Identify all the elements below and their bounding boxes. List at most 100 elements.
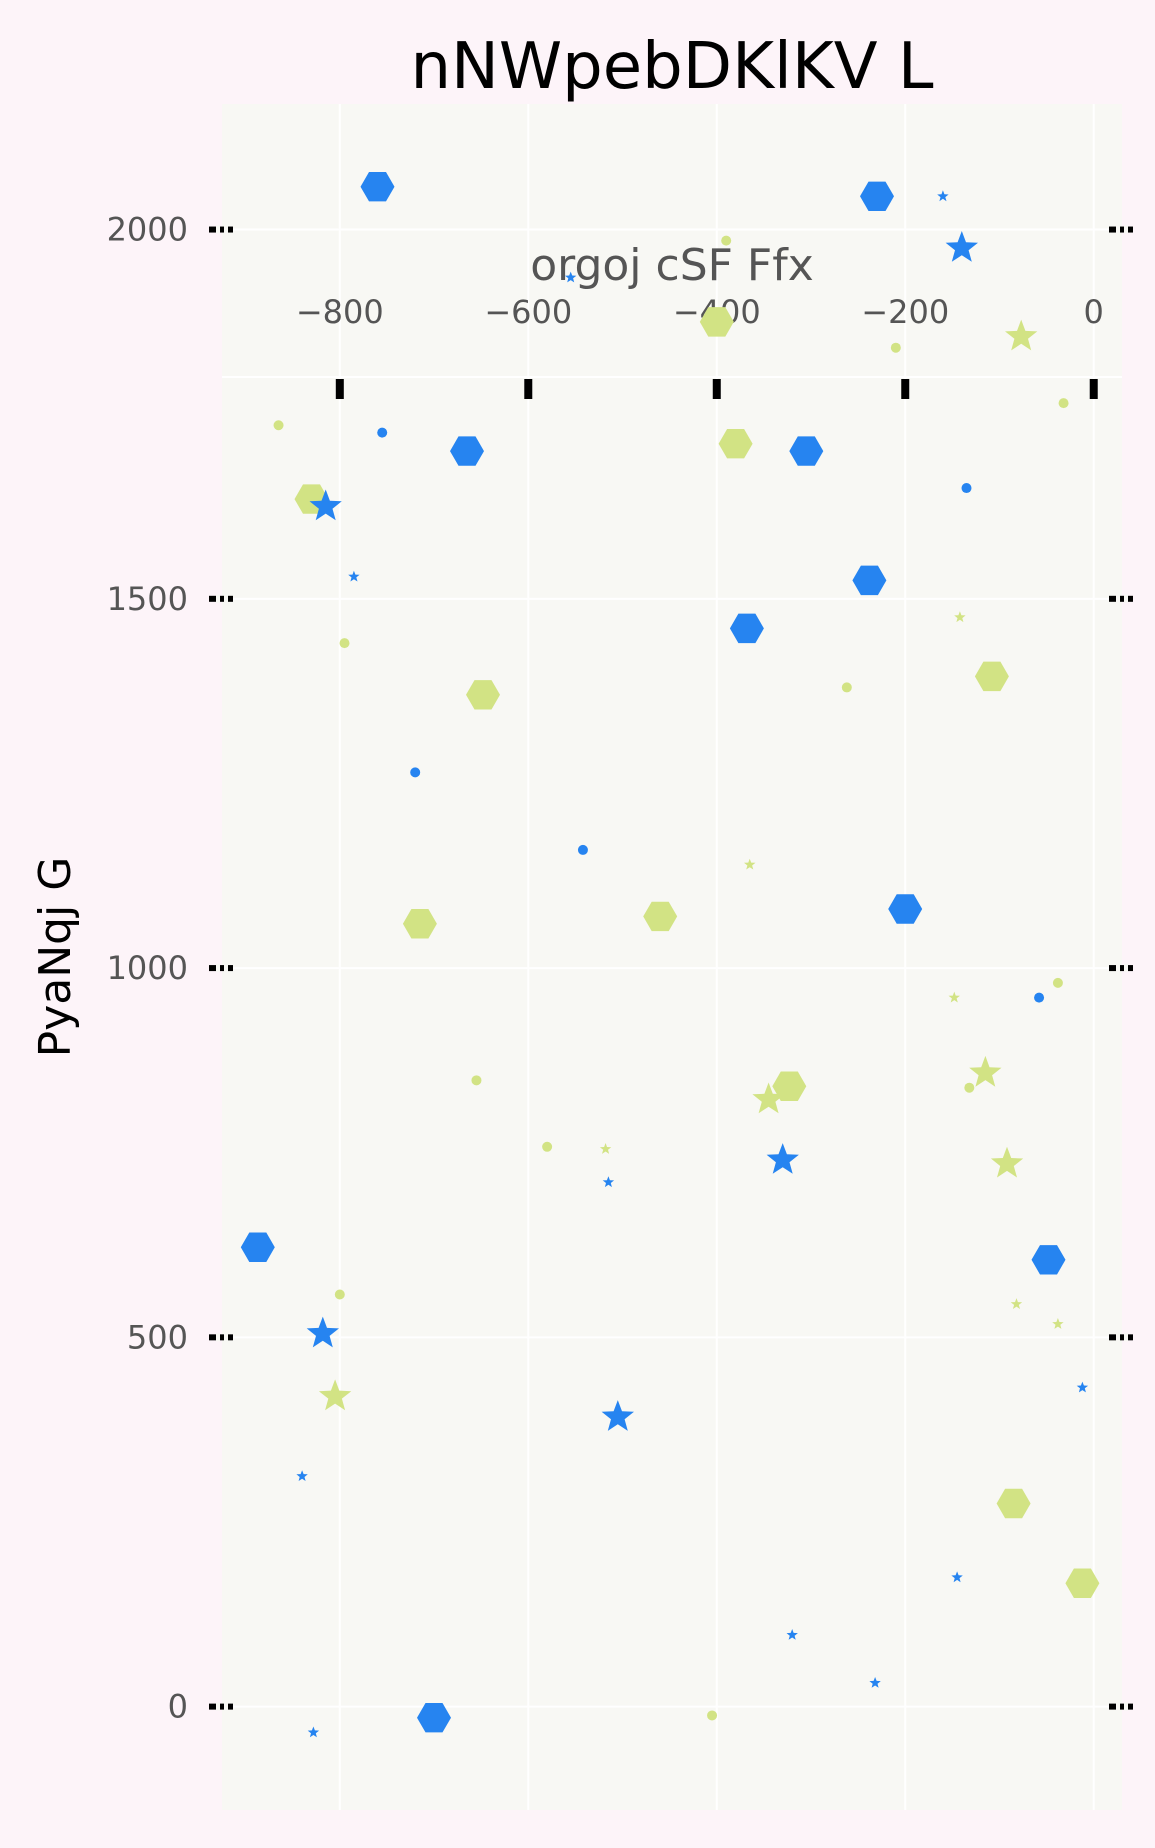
data-point-hexagon	[402, 909, 437, 939]
data-point-circle	[542, 1141, 553, 1152]
data-point-star	[766, 1143, 799, 1174]
data-point-hexagon	[1065, 1568, 1100, 1598]
data-point-circle	[721, 235, 732, 246]
data-point-circle	[339, 638, 350, 649]
data-point-star	[1010, 1298, 1023, 1309]
x-tick-label: −200	[861, 293, 949, 331]
data-point-star	[565, 271, 577, 283]
tick-gap	[1116, 594, 1120, 603]
x-tick-label: −600	[484, 293, 572, 331]
data-point-hexagon	[852, 565, 887, 596]
data-point-hexagon	[643, 901, 678, 932]
tick-gap	[1116, 964, 1120, 973]
data-point-star	[948, 991, 960, 1003]
data-point-star	[954, 611, 966, 623]
y-tick-label: 1000	[107, 949, 188, 987]
data-point-hexagon	[974, 661, 1009, 692]
data-point-star	[307, 1726, 320, 1738]
data-point-hexagon	[1031, 1245, 1066, 1275]
data-point-star	[786, 1629, 798, 1640]
data-point-star	[969, 1055, 1002, 1087]
data-point-star	[348, 570, 360, 582]
tick-gap	[1124, 594, 1128, 603]
tick-gap	[216, 225, 220, 234]
tick-gap	[216, 1702, 220, 1711]
data-point-star	[309, 489, 342, 521]
tick-gap	[1116, 1702, 1120, 1711]
tick-gap	[216, 1333, 220, 1342]
data-point-circle	[961, 483, 972, 494]
tick-gap	[216, 964, 220, 973]
data-point-circle	[410, 767, 421, 778]
tick-gap	[1116, 225, 1120, 234]
x-tick-label: −800	[296, 293, 384, 331]
data-point-star	[990, 1146, 1024, 1178]
data-points	[240, 172, 1100, 1738]
data-point-star	[744, 858, 756, 870]
data-point-star	[306, 1316, 339, 1348]
data-point-star	[599, 1143, 612, 1154]
y-tick-left	[209, 965, 233, 972]
data-point-hexagon	[996, 1488, 1031, 1519]
tick-gap	[1124, 225, 1128, 234]
tick-gap	[216, 594, 220, 603]
plot-background	[222, 104, 1122, 1810]
x-tick-label: 0	[1084, 293, 1104, 331]
data-point-star	[602, 1176, 615, 1188]
data-point-hexagon	[789, 436, 824, 466]
y-tick-right	[1109, 1334, 1133, 1341]
data-point-circle	[273, 420, 284, 431]
data-point-hexagon	[888, 894, 923, 924]
tick-gap	[1124, 1702, 1128, 1711]
data-point-circle	[1052, 977, 1063, 988]
x-tick	[712, 379, 721, 399]
data-point-circle	[841, 682, 852, 693]
tick-gap	[224, 594, 228, 603]
y-tick-label: 2000	[107, 211, 188, 249]
data-point-hexagon	[417, 1703, 451, 1733]
data-point-circle	[707, 1710, 718, 1721]
axis-ticks	[209, 225, 1133, 1711]
data-point-circle	[1058, 398, 1069, 409]
data-point-star	[951, 1571, 963, 1583]
y-tick-label: 1500	[107, 580, 188, 618]
tick-gap	[224, 225, 228, 234]
data-point-star	[601, 1400, 634, 1431]
tick-gap	[1124, 964, 1128, 973]
data-point-circle	[964, 1082, 975, 1093]
data-point-hexagon	[240, 1232, 275, 1262]
data-point-hexagon	[699, 307, 734, 337]
data-point-hexagon	[466, 680, 500, 710]
y-tick-left	[209, 1703, 233, 1710]
data-point-star	[937, 190, 949, 202]
data-point-star	[1005, 319, 1038, 351]
y-tick-left	[209, 226, 233, 233]
y-tick-label: 0	[168, 1688, 188, 1726]
x-axis-label: orgoj cSF Ffx	[530, 240, 814, 291]
data-point-circle	[577, 844, 588, 855]
data-point-circle	[377, 427, 388, 438]
data-point-circle	[334, 1289, 345, 1300]
data-point-circle	[471, 1075, 482, 1086]
y-tick-right	[1109, 965, 1133, 972]
data-point-star	[869, 1677, 881, 1688]
data-point-star	[1076, 1381, 1089, 1393]
data-point-star	[296, 1470, 308, 1481]
chart-title: nNWpebDKlKV L	[410, 30, 933, 104]
data-point-hexagon	[718, 429, 753, 459]
y-tick-left	[209, 595, 233, 602]
x-tick	[1089, 379, 1098, 399]
tick-gap	[224, 964, 228, 973]
y-axis-label: PyaNqj G	[30, 857, 81, 1058]
data-point-circle	[1034, 992, 1045, 1003]
data-point-hexagon	[729, 613, 764, 644]
data-point-hexagon	[860, 181, 894, 211]
data-point-circle	[890, 342, 901, 353]
data-point-star	[318, 1379, 352, 1411]
y-tick-right	[1109, 1703, 1133, 1710]
data-point-star	[752, 1082, 785, 1114]
x-tick	[901, 379, 910, 399]
tick-gap	[1124, 1333, 1128, 1342]
